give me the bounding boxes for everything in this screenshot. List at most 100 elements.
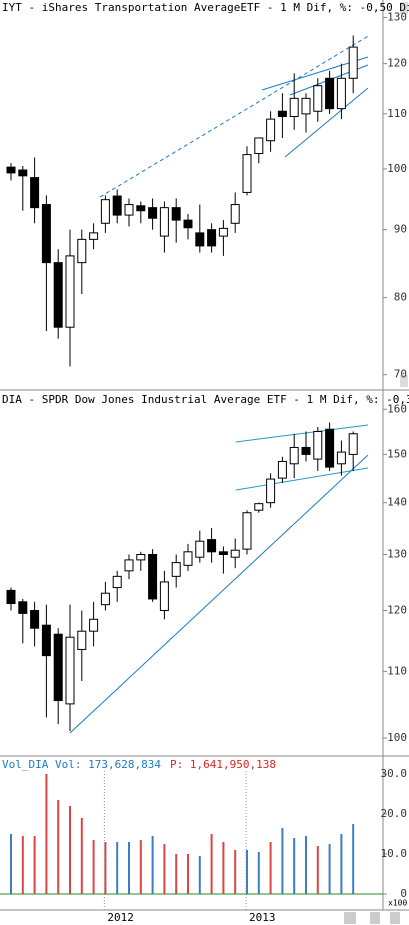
chart-title: IYT - iShares Transportation AverageETF … [2, 1, 409, 14]
candle-body [159, 207, 169, 237]
candle-body [77, 630, 87, 650]
volume-bar [246, 850, 248, 894]
candle-body [301, 97, 311, 115]
candle-body [65, 255, 75, 328]
candle-body [195, 232, 205, 247]
candle-body [348, 46, 358, 79]
x-tick-label: 2012 [107, 911, 133, 924]
candle-body [242, 512, 252, 550]
candle-body [148, 207, 158, 219]
candle-body [348, 433, 358, 455]
volume-bar [151, 836, 154, 894]
volume-bar [257, 852, 260, 894]
volume-bar [305, 836, 307, 894]
candle-body [313, 430, 323, 460]
volume-bar [269, 842, 272, 894]
scroll-button[interactable] [400, 2, 408, 14]
candle-body [254, 137, 264, 154]
candle-body [254, 503, 264, 511]
candle-body [230, 549, 240, 558]
candle-body [289, 446, 299, 465]
candle-body [183, 219, 193, 229]
candle-body [41, 204, 51, 264]
y-tick-label: 120 [387, 57, 407, 70]
y-tick-label: 110 [387, 107, 407, 120]
volume-bar [281, 828, 284, 894]
tool-button[interactable] [390, 912, 400, 924]
volume-bar [234, 850, 237, 894]
candle-body [41, 624, 51, 657]
candle-body [6, 589, 16, 605]
candle-body [171, 207, 181, 221]
y-tick-label: 100 [387, 731, 407, 744]
volume-bar [328, 844, 331, 894]
volume-bar [80, 818, 83, 894]
candle-body [336, 451, 346, 465]
y-tick-label: 100 [387, 162, 407, 175]
candle-body [159, 581, 169, 611]
y-tick-label: 30.0 [381, 767, 408, 780]
candle-body [100, 592, 110, 606]
y-tick-label: 70 [394, 368, 407, 381]
volume-bar [21, 836, 24, 894]
volume-bar [104, 842, 107, 894]
volume-bar [10, 834, 12, 894]
volume-bar [139, 840, 142, 894]
candle-body [183, 551, 193, 566]
candle-body [136, 205, 146, 212]
candle-body [112, 575, 122, 589]
y-tick-label: 150 [387, 447, 407, 460]
candle-body [53, 262, 63, 328]
volume-bar [187, 854, 189, 894]
y-tick-label: 80 [394, 291, 407, 304]
candle-body [230, 204, 240, 224]
candle-body [18, 169, 28, 177]
volume-bar [198, 856, 201, 894]
y-tick-label: 10.0 [381, 847, 408, 860]
candle-body [124, 204, 134, 216]
volume-bar [316, 846, 319, 894]
candle-body [242, 154, 252, 193]
trend-line [69, 454, 369, 734]
y-tick-label: 130 [387, 10, 407, 23]
candle-body [313, 85, 323, 112]
y-tick-label: 20.0 [381, 807, 408, 820]
y-tick-label: 160 [387, 402, 407, 415]
tool-button[interactable] [370, 912, 380, 924]
volume-bar [340, 834, 343, 894]
y-tick-label: 140 [387, 496, 407, 509]
chart-title: Vol_DIA Vol: 173,628,834 [2, 758, 161, 771]
volume-bar [163, 844, 166, 894]
candle-body [136, 554, 146, 561]
candle-body [218, 551, 228, 556]
volume-bar [175, 854, 178, 894]
tool-button[interactable] [344, 912, 356, 924]
volume-bar [57, 800, 60, 894]
scroll-button[interactable] [400, 375, 408, 387]
candle-body [325, 77, 335, 110]
candle-body [266, 118, 276, 142]
y-tick-label: 120 [387, 603, 407, 616]
y-tick-label: 90 [394, 223, 407, 236]
volume-bar [128, 842, 130, 894]
volume-bar [210, 834, 213, 894]
trend-line [99, 34, 371, 198]
candle-body [207, 229, 217, 247]
candle-body [301, 446, 311, 455]
volume-bar [69, 806, 71, 894]
candle-body [6, 166, 16, 174]
candle-body [195, 540, 205, 558]
candle-body [207, 539, 217, 553]
volume-bar [45, 774, 48, 894]
volume-bar [293, 838, 296, 894]
candle-body [171, 562, 181, 577]
candle-body [277, 110, 287, 118]
candle-body [30, 609, 40, 629]
volume-bar [222, 842, 225, 894]
candle-body [266, 478, 276, 504]
candle-body [65, 636, 75, 705]
trend-line [235, 467, 369, 491]
trend-line [235, 424, 369, 443]
